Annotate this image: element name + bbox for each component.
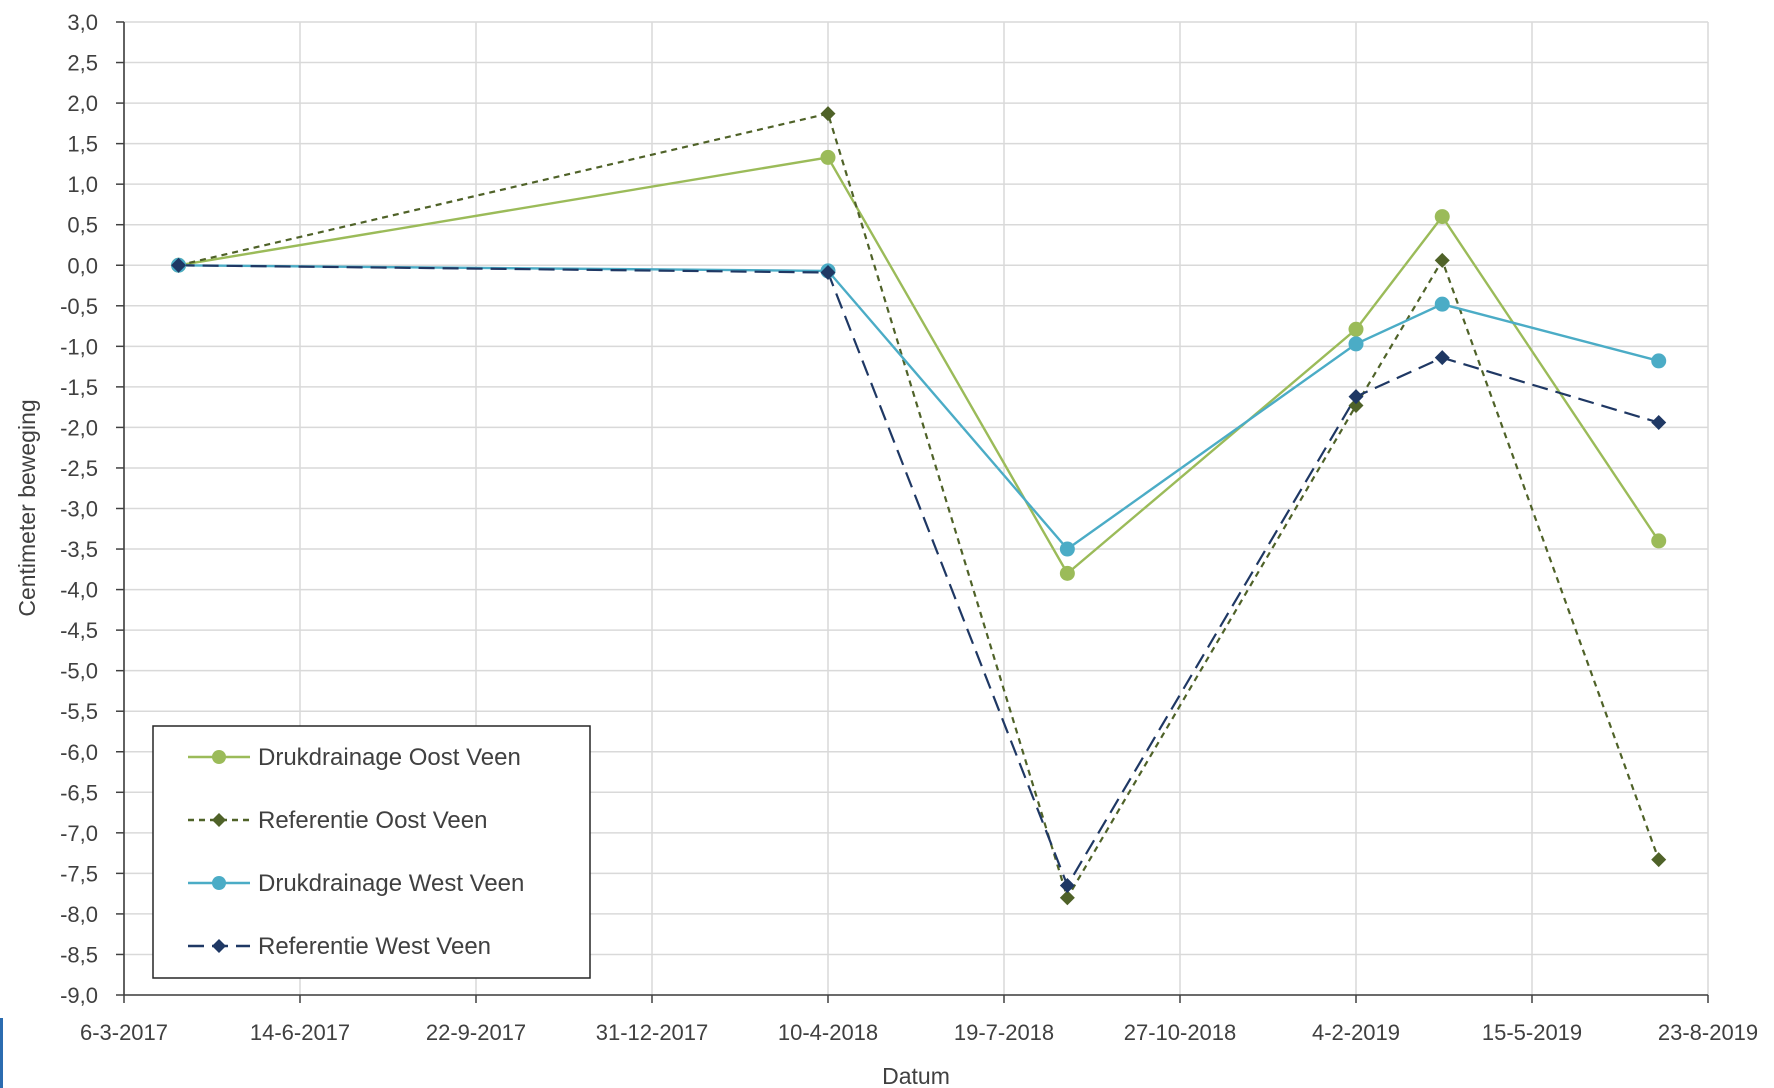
y-tick-label: -8,5: [60, 942, 98, 967]
series-line: [178, 156, 1660, 576]
legend-box: [152, 725, 591, 979]
data-point: [1434, 350, 1450, 366]
data-point: [1059, 878, 1075, 894]
data-point: [1348, 336, 1364, 352]
data-point: [1651, 533, 1667, 549]
x-tick-label: 22-9-2017: [426, 1020, 526, 1045]
y-tick-label: -2,0: [60, 415, 98, 440]
x-tick-label: 15-5-2019: [1482, 1020, 1582, 1045]
y-tick-label: -4,0: [60, 578, 98, 603]
y-tick-label: -1,5: [60, 375, 98, 400]
y-tick-label: -1,0: [60, 334, 98, 359]
x-tick-label: 6-3-2017: [80, 1020, 168, 1045]
y-axis-title: Centimeter beweging: [14, 399, 40, 616]
legend-label: Drukdrainage Oost Veen: [258, 744, 521, 771]
series-line: [178, 264, 1660, 889]
y-tick-label: 2,0: [67, 91, 98, 116]
series-line: [178, 264, 1660, 551]
data-point: [1434, 209, 1450, 225]
data-point: [1434, 252, 1450, 268]
data-point: [820, 106, 836, 122]
y-tick-label: -4,5: [60, 618, 98, 643]
y-tick-label: -6,0: [60, 740, 98, 765]
data-point: [820, 149, 836, 165]
series-markers: [171, 106, 1667, 906]
series-line: [178, 112, 1660, 901]
y-tick-label: 0,5: [67, 213, 98, 238]
data-point: [1348, 321, 1364, 337]
legend-swatch-marker: [212, 750, 226, 764]
x-axis-title: Datum: [882, 1063, 950, 1088]
y-tick-label: -5,0: [60, 659, 98, 684]
x-tick-label: 27-10-2018: [1124, 1020, 1237, 1045]
y-tick-label: -2,5: [60, 456, 98, 481]
y-tick-label: 2,5: [67, 51, 98, 76]
legend: Drukdrainage Oost Veen Referentie Oost Ve…: [152, 725, 591, 979]
data-point: [1651, 852, 1667, 868]
y-tick-label: -5,5: [60, 699, 98, 724]
data-point: [1059, 565, 1075, 581]
data-point: [1348, 398, 1364, 414]
y-tick-label: -7,5: [60, 861, 98, 886]
data-point: [171, 257, 187, 273]
y-tick-label: -6,5: [60, 780, 98, 805]
legend-label: Drukdrainage West Veen: [258, 870, 524, 897]
axes: 3,0 2,5 2,0 1,5 1,0 0,5 0,0 -0,5 -1,0 -1,5 -2,0 -2,…: [60, 10, 1758, 1045]
x-tick-label: 4-2-2019: [1312, 1020, 1400, 1045]
legend-swatch-marker: [212, 939, 226, 953]
y-tick-label: -7,0: [60, 821, 98, 846]
y-tick-label: -8,0: [60, 902, 98, 927]
y-tick-label: 1,5: [67, 132, 98, 157]
data-point: [1434, 296, 1450, 312]
x-tick-label: 10-4-2018: [778, 1020, 878, 1045]
x-tick-label: 14-6-2017: [250, 1020, 350, 1045]
legend-label: Referentie Oost Veen: [258, 807, 487, 834]
legend-label: Referentie West Veen: [258, 933, 491, 960]
data-point: [1651, 353, 1667, 369]
y-tick-label: -9,0: [60, 983, 98, 1008]
y-tick-label: -3,5: [60, 537, 98, 562]
left-edge-marker: [0, 1018, 3, 1088]
data-point: [1059, 890, 1075, 906]
data-point: [820, 265, 836, 281]
legend-swatch-marker: [212, 876, 226, 890]
series-lines: [178, 112, 1660, 901]
y-tick-label: 3,0: [67, 10, 98, 35]
y-tick-label: -0,5: [60, 294, 98, 319]
data-point: [1651, 415, 1667, 431]
legend-swatch-marker: [212, 813, 226, 827]
y-tick-label: 0,0: [67, 253, 98, 278]
y-tick-label: -3,0: [60, 497, 98, 522]
data-point: [1348, 389, 1364, 405]
x-tick-label: 23-8-2019: [1658, 1020, 1758, 1045]
x-tick-label: 19-7-2018: [954, 1020, 1054, 1045]
data-point: [1059, 541, 1075, 557]
x-tick-label: 31-12-2017: [596, 1020, 709, 1045]
y-tick-label: 1,0: [67, 172, 98, 197]
